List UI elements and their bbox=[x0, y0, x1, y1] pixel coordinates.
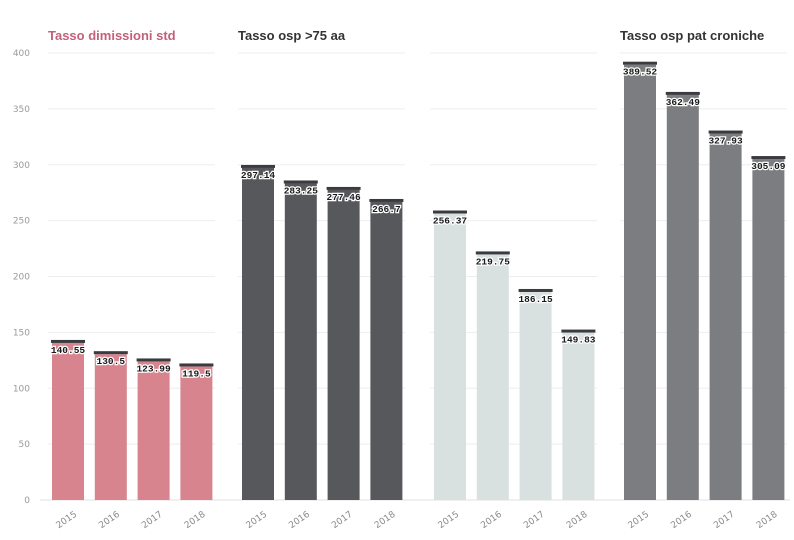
x-tick-label: 2015 bbox=[55, 510, 79, 531]
bar-cap bbox=[475, 251, 510, 255]
bar bbox=[327, 189, 360, 500]
bar bbox=[370, 201, 403, 500]
y-tick-label: 400 bbox=[13, 49, 30, 59]
data-label: 186.15 bbox=[518, 294, 553, 305]
bar bbox=[562, 332, 595, 500]
x-tick-label: 2017 bbox=[330, 510, 354, 531]
bar-cap bbox=[93, 351, 128, 355]
x-tick-label: 2016 bbox=[97, 510, 122, 531]
bar bbox=[709, 133, 742, 501]
bar-cap bbox=[369, 198, 404, 202]
x-tick-label: 2015 bbox=[627, 510, 651, 531]
bar bbox=[752, 159, 785, 500]
y-tick-label: 350 bbox=[13, 105, 30, 115]
y-tick-label: 150 bbox=[13, 328, 30, 338]
data-label: 119.5 bbox=[182, 368, 211, 379]
bar bbox=[434, 213, 466, 500]
bar bbox=[284, 183, 317, 500]
y-tick-label: 200 bbox=[13, 273, 30, 283]
panel-title: Tasso dimissioni std bbox=[48, 28, 176, 43]
data-label: 283.25 bbox=[284, 185, 319, 196]
bar-cap bbox=[708, 130, 743, 134]
bar-cap bbox=[433, 210, 467, 214]
bar bbox=[52, 342, 84, 500]
y-tick-label: 0 bbox=[24, 496, 30, 506]
x-tick-label: 2018 bbox=[183, 510, 208, 531]
x-tick-label: 2015 bbox=[245, 510, 269, 531]
x-tick-label: 2018 bbox=[565, 510, 590, 531]
x-tick-label: 2017 bbox=[712, 510, 736, 531]
bar-cap bbox=[623, 61, 657, 65]
data-label: 277.46 bbox=[326, 192, 361, 203]
x-tick-label: 2016 bbox=[479, 510, 504, 531]
bar bbox=[624, 64, 656, 501]
bar bbox=[519, 291, 552, 500]
panel-title: Tasso osp pat croniche bbox=[620, 28, 764, 43]
bar-cap bbox=[518, 288, 553, 292]
data-label: 256.37 bbox=[433, 216, 468, 227]
data-label: 149.83 bbox=[561, 335, 596, 346]
data-label: 130.5 bbox=[97, 356, 126, 367]
bar-cap bbox=[136, 358, 171, 362]
data-label: 140.55 bbox=[51, 345, 86, 356]
bar-cap bbox=[241, 164, 275, 168]
x-tick-label: 2016 bbox=[287, 510, 312, 531]
data-label: 389.52 bbox=[623, 67, 658, 78]
y-tick-label: 100 bbox=[13, 384, 30, 394]
y-tick-label: 250 bbox=[13, 217, 30, 227]
x-tick-label: 2015 bbox=[437, 510, 461, 531]
panel-title: Tasso osp >75 aa bbox=[238, 28, 346, 43]
bar-cap bbox=[51, 339, 85, 343]
data-label: 123.99 bbox=[136, 363, 171, 374]
x-tick-label: 2017 bbox=[522, 510, 546, 531]
x-tick-label: 2017 bbox=[140, 510, 164, 531]
bar bbox=[242, 167, 274, 500]
bar-cap bbox=[326, 186, 361, 190]
bar bbox=[180, 366, 213, 500]
data-label: 362.49 bbox=[666, 97, 701, 108]
bar bbox=[137, 361, 170, 500]
x-tick-label: 2018 bbox=[755, 510, 780, 531]
bar-cap bbox=[179, 363, 214, 367]
data-label: 305.09 bbox=[751, 161, 786, 172]
y-tick-label: 300 bbox=[13, 161, 30, 171]
bar-cap bbox=[561, 329, 596, 333]
data-label: 297.14 bbox=[241, 170, 276, 181]
y-tick-label: 50 bbox=[19, 440, 31, 450]
bar-cap bbox=[283, 180, 318, 184]
data-label: 266.7 bbox=[372, 204, 401, 215]
bar-cap bbox=[751, 156, 786, 160]
data-label: 219.75 bbox=[476, 256, 511, 267]
bar bbox=[476, 254, 509, 500]
x-tick-label: 2018 bbox=[373, 510, 398, 531]
x-tick-label: 2016 bbox=[669, 510, 694, 531]
bar bbox=[94, 354, 127, 500]
data-label: 327.93 bbox=[708, 136, 743, 147]
bar bbox=[666, 94, 699, 501]
bar-cap bbox=[665, 91, 700, 95]
